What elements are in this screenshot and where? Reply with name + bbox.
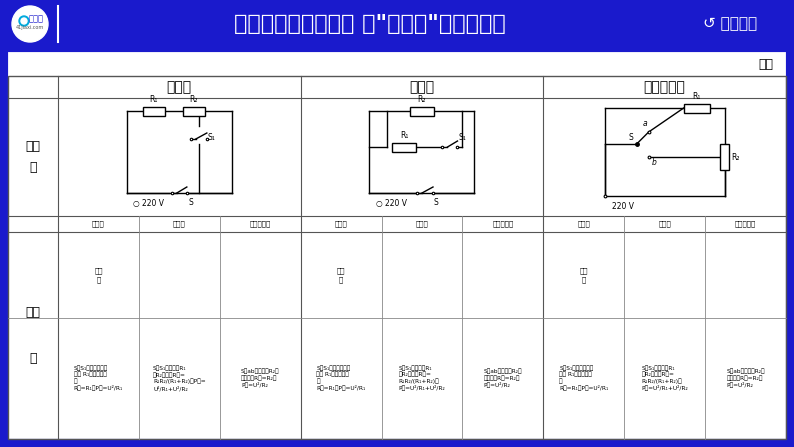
Text: 短路式: 短路式 [577, 221, 590, 228]
Text: 电路
图: 电路 图 [337, 267, 345, 283]
Text: ○ 220 V: ○ 220 V [376, 199, 407, 208]
Bar [0, 0, 794, 48]
Text: 41jiaxi.com: 41jiaxi.com [16, 25, 44, 30]
Text: 单刀双掷式: 单刀双掷式 [735, 221, 756, 228]
Text: R₁: R₁ [692, 92, 701, 101]
Text: 短路式: 短路式 [335, 221, 348, 228]
Text: 并联式: 并联式 [658, 221, 671, 228]
Text: 电路
图: 电路 图 [25, 140, 40, 174]
Text: S、S₁都闭合，只有
高温 R₁接入电路，
挡
R总=R₁，P高=U²/R₁: S、S₁都闭合，只有 高温 R₁接入电路， 挡 R总=R₁，P高=U²/R₁ [74, 365, 123, 392]
Bar [6, 50, 788, 441]
Text: 短路式: 短路式 [92, 221, 105, 228]
Text: a: a [642, 119, 647, 128]
Circle shape [19, 16, 29, 26]
Text: 并联式: 并联式 [415, 221, 429, 228]
Bar [410, 106, 434, 115]
Text: S、S₁都闭合，只有
高温 R₁接入电路，
挡
R总=R₁，P高=U²/R₁: S、S₁都闭合，只有 高温 R₁接入电路， 挡 R总=R₁，P高=U²/R₁ [559, 365, 608, 392]
Text: R₁: R₁ [149, 95, 158, 104]
Text: 电路
图: 电路 图 [94, 267, 102, 283]
Text: b: b [652, 158, 657, 167]
Bar [8, 76, 786, 439]
Circle shape [12, 6, 48, 42]
Bar [143, 106, 165, 115]
Text: S拨ab端，只有R₂接
入电路，R总=R₂，
P高=U²/R₂: S拨ab端，只有R₂接 入电路，R总=R₂， P高=U²/R₂ [727, 368, 765, 388]
Bar [720, 144, 729, 170]
Text: S、S₁都闭合，R₁
与R₂并联，R总=
R₁R₂/(R₁+R₂)，P高=
U²/R₁+U²/R₂: S、S₁都闭合，R₁ 与R₂并联，R总= R₁R₂/(R₁+R₂)，P高= U²… [153, 365, 206, 391]
Bar [684, 104, 710, 113]
Text: S拨ab端，只有R₂接
入电路，R总=R₂，
P高=U²/R₂: S拨ab端，只有R₂接 入电路，R总=R₂， P高=U²/R₂ [241, 368, 279, 388]
Text: 教习网: 教习网 [29, 14, 44, 24]
Text: 高温

挡: 高温 挡 [25, 306, 40, 365]
Text: S、S₁都闭合，R₁
与R₂并联，R总=
R₁R₂/(R₁+R₂)，
P高=U²/R₁+U²/R₂: S、S₁都闭合，R₁ 与R₂并联，R总= R₁R₂/(R₁+R₂)， P高=U²… [642, 365, 688, 392]
Text: 动态电路分析与计算 四"多挡位"电热器问题: 动态电路分析与计算 四"多挡位"电热器问题 [234, 14, 506, 34]
Text: R₁: R₁ [400, 131, 408, 140]
Circle shape [21, 18, 27, 24]
Text: R₂: R₂ [731, 152, 740, 161]
Text: 短路式: 短路式 [167, 80, 192, 94]
Text: ○ 220 V: ○ 220 V [133, 199, 164, 208]
Bar [183, 106, 205, 115]
Text: R₂: R₂ [190, 95, 198, 104]
Text: S: S [629, 133, 634, 142]
Text: 并联式: 并联式 [410, 80, 434, 94]
Text: S: S [434, 198, 439, 207]
Text: S、S₁都闭合，R₁
与R₂并联，R总=
R₁R₂/(R₁+R₂)，
P高=U²/R₁+U²/R₂: S、S₁都闭合，R₁ 与R₂并联，R总= R₁R₂/(R₁+R₂)， P高=U²… [399, 365, 445, 392]
Text: 并联式: 并联式 [173, 221, 186, 228]
Text: S₁: S₁ [208, 132, 216, 142]
Text: S: S [189, 198, 194, 207]
Bar [392, 143, 416, 152]
Text: 单刀双掷式: 单刀双掷式 [492, 221, 514, 228]
Text: 220 V: 220 V [611, 202, 634, 211]
Text: S拨ab端，只有R₂接
入电路，R总=R₂，
P高=U²/R₂: S拨ab端，只有R₂接 入电路，R总=R₂， P高=U²/R₂ [484, 368, 522, 388]
Text: S、S₁都闭合，只有
高温 R₁接入电路，
挡
R总=R₁，P高=U²/R₁: S、S₁都闭合，只有 高温 R₁接入电路， 挡 R总=R₁，P高=U²/R₁ [317, 365, 366, 392]
Text: 电路
图: 电路 图 [580, 267, 588, 283]
Text: S₁: S₁ [458, 133, 466, 142]
Text: R₂: R₂ [418, 95, 426, 104]
Text: 单刀双掷式: 单刀双掷式 [249, 221, 271, 228]
Text: 续表: 续表 [758, 58, 773, 71]
Text: 单刀双掷式: 单刀双掷式 [644, 80, 685, 94]
Text: ↺ 返回目录: ↺ 返回目录 [703, 17, 757, 31]
